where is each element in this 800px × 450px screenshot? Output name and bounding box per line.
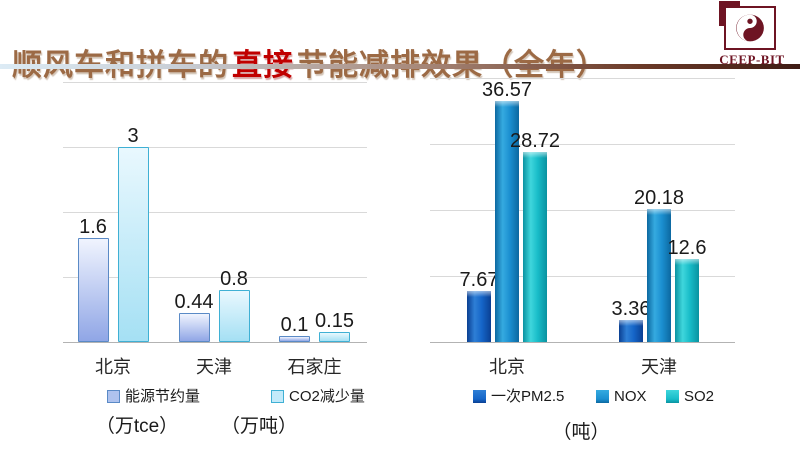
- bar-c0-s1-g2: [319, 332, 350, 342]
- unit-label: （万吨）: [220, 416, 298, 437]
- legend-label: SO2: [684, 388, 715, 405]
- gridline: [430, 276, 735, 277]
- gridline: [430, 144, 735, 145]
- unit-label: （万tce）: [95, 416, 179, 437]
- bar-c0-s1-g0: [117, 147, 149, 342]
- legend-item: 能源节约量: [107, 389, 200, 404]
- value-label: 36.57: [481, 78, 533, 101]
- value-label: 0.15: [315, 310, 354, 333]
- value-label: 12.6: [667, 236, 707, 259]
- gridline: [430, 78, 735, 79]
- value-label: 3: [127, 125, 139, 147]
- x-axis-line: [430, 342, 735, 343]
- bar-c1-s2-g1: [675, 258, 699, 342]
- legend-label: NOX: [614, 388, 647, 405]
- gridline: [63, 212, 367, 213]
- value-label: 0.44: [174, 291, 214, 314]
- legend-swatch: [596, 390, 609, 403]
- value-label: 28.72: [509, 130, 561, 153]
- value-label: 20.18: [633, 186, 685, 209]
- legend-item: NOX: [596, 389, 647, 404]
- bar-c0-s0-g1: [178, 313, 210, 342]
- bar-c0-s0-g0: [77, 238, 109, 342]
- value-label: 0.1: [280, 313, 309, 336]
- legend-item: CO2减少量: [271, 389, 365, 404]
- value-label: 0.8: [220, 268, 248, 290]
- legend-label: 一次PM2.5: [491, 388, 565, 405]
- bar-c1-s0-g1: [619, 319, 643, 342]
- gridline: [430, 210, 735, 211]
- value-label: 1.6: [79, 216, 107, 238]
- legend-item: 一次PM2.5: [473, 389, 564, 404]
- unit-label: （吨）: [552, 422, 610, 443]
- legend-swatch: [666, 390, 679, 403]
- gridline: [63, 277, 367, 278]
- gridline: [63, 82, 367, 83]
- legend-item: SO2: [666, 389, 714, 404]
- title-divider: [0, 64, 800, 69]
- category-label: 石家庄: [287, 357, 342, 377]
- category-label: 北京: [95, 357, 131, 377]
- bar-c1-s1-g1: [647, 208, 671, 342]
- legend-swatch: [107, 390, 120, 403]
- value-label: 3.36: [611, 297, 651, 320]
- legend-label: CO2减少量: [289, 388, 365, 405]
- legend-swatch: [473, 390, 486, 403]
- logo-frame: [719, 1, 776, 50]
- logo-swirl-icon: [736, 14, 764, 42]
- bar-c0-s1-g1: [218, 290, 250, 342]
- legend-label: 能源节约量: [125, 388, 201, 405]
- category-label: 天津: [196, 357, 232, 377]
- ceep-bit-logo: CEEP-BIT: [712, 1, 798, 68]
- legend-swatch: [271, 390, 284, 403]
- bar-c1-s2-g0: [523, 152, 547, 342]
- gridline: [63, 147, 367, 148]
- bar-c1-s1-g0: [495, 100, 519, 342]
- category-label: 天津: [641, 357, 677, 377]
- bar-c0-s0-g2: [279, 335, 310, 342]
- value-label: 7.67: [459, 269, 499, 292]
- x-axis-line: [63, 342, 367, 343]
- logo-text: CEEP-BIT: [719, 52, 785, 67]
- category-label: 北京: [489, 357, 525, 377]
- bar-c1-s0-g0: [467, 291, 491, 342]
